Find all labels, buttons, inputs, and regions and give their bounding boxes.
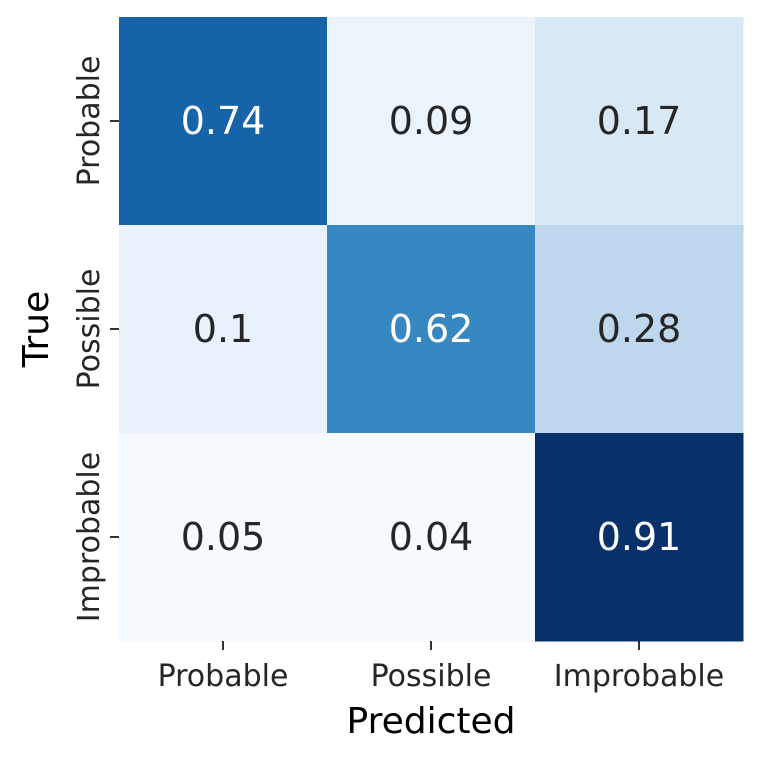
heatmap-cell-r2-c1 — [327, 433, 536, 642]
cell-value-label-r1-c1: 0.62 — [389, 307, 474, 351]
heatmap-cell-r2-c0 — [119, 433, 328, 642]
heatmap-cell-r1-c0 — [119, 225, 328, 434]
axis-ticks: Probable Possible Improbable Probable Possib… — [72, 56, 724, 694]
heatmap-cell-r1-c1 — [327, 225, 536, 434]
heatmap-cell-r0-c1 — [327, 17, 536, 226]
cell-value-label-r1-c0: 0.1 — [193, 307, 253, 351]
y-tick-label-0: Probable — [72, 56, 107, 187]
heatmap-cell-r0-c2 — [535, 17, 744, 226]
cell-value-label-r0-c2: 0.17 — [597, 99, 682, 143]
cell-value-label-r0-c1: 0.09 — [389, 99, 474, 143]
heatmap-cell-r0-c0 — [119, 17, 328, 226]
cell-value-labels: 0.74 0.09 0.17 0.1 0.62 0.28 0.05 0.04 0.91 — [181, 99, 682, 559]
cell-value-label-r2-c0: 0.05 — [181, 515, 266, 559]
cell-value-label-r1-c2: 0.28 — [597, 307, 682, 351]
heatmap-cells — [119, 17, 744, 642]
heatmap-cell-r1-c2 — [535, 225, 744, 434]
x-axis-label: Predicted — [347, 701, 516, 742]
y-tick-label-1: Possible — [72, 269, 107, 390]
y-axis-label: True — [16, 291, 57, 368]
x-tick-label-2: Improbable — [554, 659, 724, 694]
heatmap-cell-r2-c2 — [535, 433, 744, 642]
cell-value-label-r0-c0: 0.74 — [181, 99, 266, 143]
x-tick-label-1: Possible — [371, 659, 492, 694]
cell-value-label-r2-c2: 0.91 — [597, 515, 682, 559]
cell-value-label-r2-c1: 0.04 — [389, 515, 474, 559]
x-tick-label-0: Probable — [158, 659, 289, 694]
y-tick-label-2: Improbable — [72, 452, 107, 622]
